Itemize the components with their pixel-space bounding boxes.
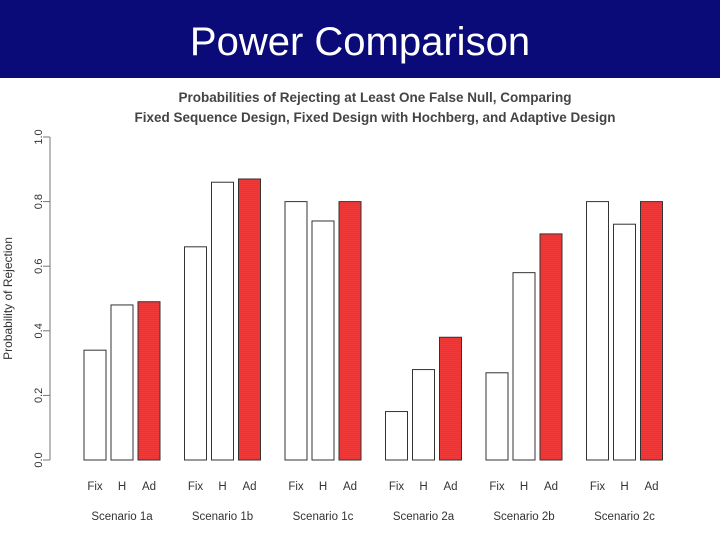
bar-label: Ad: [142, 481, 156, 493]
y-tick-label: 1.0: [33, 129, 45, 144]
bar-ad: [238, 178, 261, 461]
y-tick-label: 0.0: [33, 452, 45, 467]
bar-label: Fix: [87, 481, 103, 493]
title-bar: [0, 0, 720, 78]
bar-label: Ad: [242, 481, 256, 493]
bar-label: Ad: [343, 481, 357, 493]
bar-ad: [640, 201, 663, 461]
bar-label: Ad: [544, 481, 558, 493]
x-labels: Fix H Ad Scenario 1a Fix H Ad Scenario 1b Fix H Ad…: [87, 481, 658, 523]
bar-ad: [539, 233, 563, 461]
bar-label: H: [419, 481, 427, 493]
bar-h: [512, 272, 536, 461]
bar-label: Fix: [288, 481, 304, 493]
bar-label: H: [319, 481, 327, 493]
scenario-label: Scenario 1a: [91, 511, 153, 523]
bar-fix: [184, 246, 207, 461]
y-tick-label: 0.8: [33, 194, 45, 209]
y-axis-label: Probability of Rejection: [1, 237, 15, 360]
bar-label: H: [118, 481, 126, 493]
slide-title: Power Comparison: [189, 20, 531, 64]
bar-label: Ad: [644, 481, 658, 493]
scenario-label: Scenario 1c: [293, 511, 354, 523]
bar-h: [613, 223, 636, 461]
bar-h: [311, 220, 335, 461]
bar-ad: [137, 301, 161, 461]
bar-fix: [284, 201, 308, 461]
bar-h: [110, 304, 134, 461]
scenario-label: Scenario 2a: [393, 511, 455, 523]
bar-label: H: [620, 481, 628, 493]
bar-label: H: [218, 481, 226, 493]
bar-h: [412, 369, 435, 461]
bar-fix: [485, 372, 509, 461]
y-ticks: 0.0 0.2 0.4 0.6 0.8 1.0: [33, 129, 50, 468]
scenario-label: Scenario 2c: [594, 511, 655, 523]
bar-label: H: [520, 481, 528, 493]
bar-ad: [439, 336, 462, 461]
bar-fix: [83, 349, 107, 461]
chart-title-line-2: Fixed Sequence Design, Fixed Design with…: [134, 110, 615, 125]
bar-ad: [338, 201, 362, 461]
bar-label: Ad: [443, 481, 457, 493]
bar-h: [211, 181, 234, 461]
bar-label: Fix: [389, 481, 405, 493]
bars: [83, 178, 663, 461]
chart: Probabilities of Rejecting at Least One …: [1, 90, 663, 523]
y-tick-label: 0.2: [33, 388, 45, 403]
bar-fix: [586, 201, 609, 461]
y-tick-label: 0.4: [33, 323, 45, 338]
bar-label: Fix: [489, 481, 505, 493]
bar-fix: [385, 411, 408, 461]
scenario-label: Scenario 2b: [493, 511, 554, 523]
chart-title-line-1: Probabilities of Rejecting at Least One …: [178, 90, 571, 105]
y-tick-label: 0.6: [33, 259, 45, 274]
bar-label: Fix: [188, 481, 204, 493]
bar-label: Fix: [590, 481, 606, 493]
scenario-label: Scenario 1b: [192, 511, 253, 523]
